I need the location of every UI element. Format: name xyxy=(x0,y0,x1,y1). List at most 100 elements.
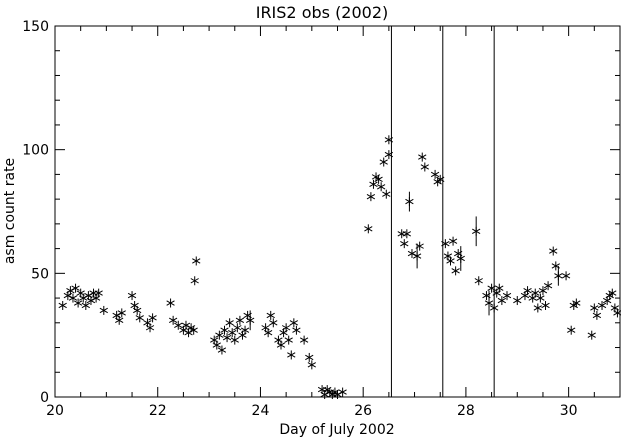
data-point-stroke xyxy=(549,248,558,254)
data-point xyxy=(608,288,617,298)
data-point-stroke xyxy=(225,320,234,326)
data-point-stroke xyxy=(567,327,576,333)
data-point xyxy=(299,335,309,345)
data-point xyxy=(497,296,507,306)
data-point xyxy=(230,335,239,345)
data-point-stroke xyxy=(369,181,378,187)
data-points xyxy=(58,135,621,400)
data-point-stroke xyxy=(220,327,229,333)
data-point-stroke xyxy=(166,300,175,306)
data-point-stroke xyxy=(192,258,201,264)
data-point-stroke xyxy=(76,290,85,296)
data-point-stroke xyxy=(73,300,83,306)
data-point-stroke xyxy=(418,154,427,160)
data-point xyxy=(135,313,144,323)
data-point-stroke xyxy=(148,315,157,321)
data-point-stroke xyxy=(215,332,224,338)
data-point xyxy=(263,328,273,338)
data-point xyxy=(189,325,198,335)
y-tick-label: 50 xyxy=(31,266,49,282)
data-point-stroke xyxy=(513,297,522,304)
data-point xyxy=(73,298,83,308)
data-point xyxy=(117,308,126,318)
data-point xyxy=(369,179,378,189)
data-point xyxy=(397,229,406,239)
data-point xyxy=(549,246,558,256)
data-point-stroke xyxy=(143,320,152,326)
y-tick-label: 150 xyxy=(22,19,49,35)
data-point xyxy=(513,296,522,306)
data-point xyxy=(94,288,103,298)
data-point-stroke xyxy=(263,330,273,336)
data-point xyxy=(430,169,440,179)
data-point xyxy=(446,256,455,266)
data-point-stroke xyxy=(497,297,507,304)
data-point xyxy=(71,283,80,293)
data-point xyxy=(495,283,504,293)
data-point xyxy=(487,283,496,293)
data-point xyxy=(246,310,255,331)
data-point xyxy=(474,276,483,286)
data-point xyxy=(287,350,296,360)
data-point-stroke xyxy=(168,317,178,324)
x-tick-label: 26 xyxy=(354,403,372,419)
data-point xyxy=(400,239,409,249)
data-point xyxy=(407,249,417,259)
data-point-stroke xyxy=(536,295,545,301)
data-point xyxy=(402,229,412,239)
data-point-stroke xyxy=(292,327,301,333)
data-point-stroke xyxy=(402,231,412,237)
data-point-stroke xyxy=(489,305,499,311)
data-point xyxy=(338,387,347,397)
data-point-stroke xyxy=(287,352,296,358)
data-point xyxy=(284,335,293,345)
data-point-stroke xyxy=(474,278,483,284)
data-point-stroke xyxy=(613,310,621,316)
data-point-stroke xyxy=(276,342,286,348)
data-point xyxy=(215,330,224,340)
data-point-stroke xyxy=(533,305,542,311)
data-point xyxy=(561,271,571,281)
data-point-stroke xyxy=(407,250,417,257)
data-point-stroke xyxy=(561,273,571,279)
data-point-stroke xyxy=(364,226,373,232)
data-point xyxy=(166,298,175,308)
x-tick-label: 28 xyxy=(457,403,475,419)
y-tick-label: 100 xyxy=(22,143,49,159)
data-point-stroke xyxy=(495,285,504,291)
data-point-stroke xyxy=(441,240,450,247)
data-point-stroke xyxy=(235,317,245,324)
data-point-stroke xyxy=(212,342,221,348)
data-point xyxy=(192,256,201,266)
data-point xyxy=(266,310,275,320)
data-point xyxy=(436,174,445,184)
data-point-stroke xyxy=(266,312,275,319)
data-point xyxy=(235,315,245,325)
y-axis-label: asm count rate xyxy=(2,158,18,264)
data-point-stroke xyxy=(541,302,550,309)
data-point-stroke xyxy=(572,300,581,306)
data-point-stroke xyxy=(487,285,496,291)
data-point-stroke xyxy=(269,320,278,326)
data-point-stroke xyxy=(338,389,347,395)
data-point-stroke xyxy=(543,283,553,289)
data-point xyxy=(415,241,424,251)
data-point xyxy=(536,293,545,303)
data-point-stroke xyxy=(222,334,232,341)
data-point xyxy=(225,318,234,328)
data-point xyxy=(190,276,199,286)
data-point xyxy=(382,189,391,199)
data-point-stroke xyxy=(299,337,309,343)
data-point xyxy=(533,303,542,313)
data-point xyxy=(307,360,316,370)
data-point-stroke xyxy=(608,290,617,296)
data-point xyxy=(472,216,481,247)
data-point xyxy=(115,315,124,325)
data-point-stroke xyxy=(502,292,512,299)
data-point xyxy=(489,303,499,313)
data-point-stroke xyxy=(307,362,316,368)
data-point xyxy=(441,239,450,249)
data-point-stroke xyxy=(379,159,388,165)
data-point-stroke xyxy=(451,268,460,274)
data-point xyxy=(217,345,227,355)
